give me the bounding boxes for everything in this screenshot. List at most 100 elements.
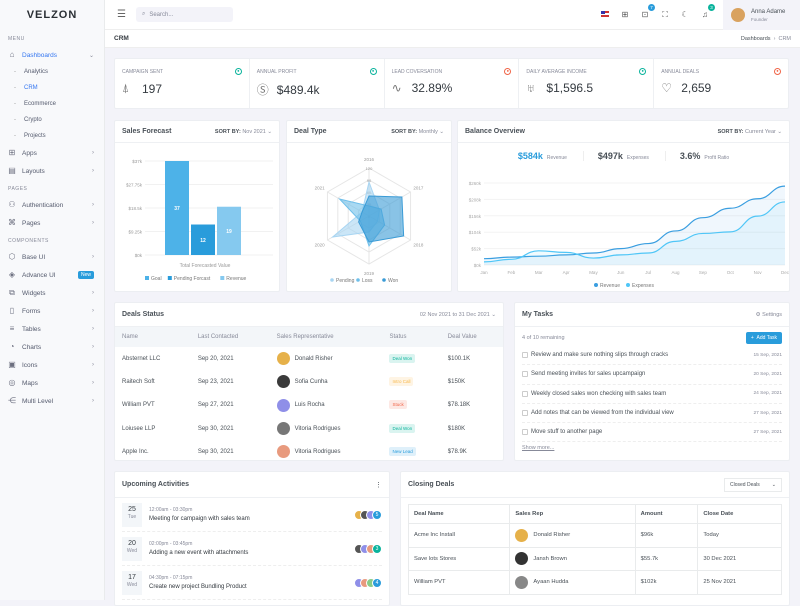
add-task-button[interactable]: + Add Task — [745, 332, 782, 344]
column-header[interactable]: Sales Rep — [509, 504, 636, 524]
task-checkbox[interactable] — [522, 352, 528, 359]
sidebar-item-layouts[interactable]: ▤ Layouts › — [0, 162, 104, 180]
sidebar-item-apps[interactable]: ⊞ Apps › — [0, 144, 104, 162]
more-vertical-icon[interactable]: ⋮ — [375, 481, 382, 489]
balance-overview-chart: $0k $52k $104k $156k $208k $260k Jan Feb Mar Apr M… — [469, 181, 790, 289]
column-header[interactable]: Status — [382, 327, 441, 347]
table-row[interactable]: William PVT Sep 27, 2021 Luis Rocha Stuck $7… — [115, 394, 503, 417]
sidebar-subitem-ecommerce[interactable]: Ecommerce — [0, 96, 104, 112]
more-count-badge[interactable]: 4 — [372, 577, 382, 588]
sidebar-item-advance-ui[interactable]: ◈ Advance UI New — [0, 266, 104, 284]
us-flag-icon[interactable] — [600, 10, 610, 19]
activity-item[interactable]: 20 Wed 02:00pm - 03:45pm Adding a new event… — [122, 532, 382, 566]
user-menu[interactable]: Anna Adame Founder — [723, 0, 800, 30]
cart-icon[interactable]: ⊡ 7 — [640, 4, 655, 19]
card-title: My Tasks — [522, 311, 553, 318]
table-row[interactable]: Loiusee LLP Sep 30, 2021 Vitoria Rodrigues… — [115, 417, 503, 440]
date-range-dropdown[interactable]: 02 Nov 2021 to 31 Dec 2021 ⌄ — [419, 311, 496, 318]
column-header[interactable]: Amount — [634, 504, 699, 524]
show-more-link[interactable]: Show more... — [522, 445, 555, 452]
task-item: Send meeting invites for sales upcampaig… — [522, 365, 782, 385]
sidebar-subitem-crypto[interactable]: Crypto — [0, 112, 104, 128]
sidebar-item-pages[interactable]: ⌘ Pages › — [0, 214, 104, 232]
sidebar-item-widgets[interactable]: ⧉ Widgets › — [0, 284, 104, 302]
sort-dropdown[interactable]: SORT BY: Nov 2021 ⌄ — [214, 128, 272, 135]
activity-item[interactable]: 17 Wed 04:30pm - 07:15pm Create new project… — [122, 566, 382, 600]
sidebar-subitem-projects[interactable]: Projects — [0, 128, 104, 144]
closing-deals-filter[interactable]: Closed Deals ⌄ — [724, 477, 782, 492]
table-row[interactable]: William PVT Ayaan Hudda $102k 25 Nov 2021 — [407, 570, 782, 595]
sort-dropdown[interactable]: SORT BY: Monthly ⌄ — [391, 128, 444, 135]
sort-dropdown[interactable]: SORT BY: Current Year ⌄ — [717, 128, 782, 135]
table-row[interactable]: Acme Inc Install Donald Risher $96k Today — [407, 523, 782, 548]
deal-name: Apple Inc. — [122, 448, 149, 455]
stat-value: 3.6% — [679, 151, 701, 161]
breadcrumb-link[interactable]: Dashboards — [740, 35, 771, 42]
task-checkbox[interactable] — [522, 410, 528, 417]
sidebar-item-dashboards[interactable]: ⌂ Dashboards ⌄ — [0, 46, 104, 64]
sidebar-subitem-crm[interactable]: CRM — [0, 80, 104, 96]
table-row[interactable]: Raitech Soft Sep 23, 2021 Sofia Cunha Intro… — [115, 370, 503, 393]
x-tick-label: May — [589, 270, 598, 275]
activity-date: 17 Wed — [122, 570, 142, 595]
activity-item[interactable]: 25 Tue 12:00am - 03:30pm Meeting for campai… — [122, 498, 382, 532]
sidebar-item-charts[interactable]: ◔ Charts › — [0, 338, 104, 356]
hamburger-menu-icon[interactable]: ☰ — [117, 9, 126, 20]
bell-icon[interactable]: ♫ 3 — [700, 4, 715, 19]
user-avatar — [731, 8, 745, 22]
search-input[interactable]: ⌕ Search... — [135, 7, 233, 22]
activity-date: 25 Tue — [122, 502, 142, 527]
copy-icon: ⧉ — [9, 288, 15, 297]
logo[interactable]: VELZON — [26, 9, 78, 21]
task-text: Send meeting invites for sales upcampaig… — [531, 371, 646, 378]
page-title: CRM — [114, 35, 129, 42]
sidebar-item-authentication[interactable]: ⚇ Authentication › — [0, 196, 104, 214]
card-title: Sales Forecast — [122, 128, 172, 135]
activity-time: 12:00am - 03:30pm — [149, 507, 193, 513]
settings-button[interactable]: ⚙ Settings — [756, 312, 782, 318]
archive-icon: ▣ — [8, 360, 16, 369]
apps-grid-icon[interactable]: ⊞ — [621, 10, 629, 19]
deal-name: William PVT — [407, 570, 511, 595]
sidebar-item-label: Icons — [22, 361, 38, 369]
task-checkbox[interactable] — [522, 390, 528, 397]
column-header[interactable]: Sales Representative — [269, 327, 383, 347]
column-header[interactable]: Name — [115, 327, 191, 347]
legend-label: Revenue — [226, 276, 246, 282]
my-tasks-card: My Tasks ⚙ Settings 4 of 10 remaining + A… — [514, 302, 790, 461]
sidebar-subitem-analytics[interactable]: Analytics — [0, 64, 104, 80]
sidebar-item-icons[interactable]: ▣ Icons › — [0, 356, 104, 374]
close-date: Today — [697, 523, 782, 548]
table-row[interactable]: Apple Inc. Sep 30, 2021 Vitoria Rodrigues N… — [115, 440, 503, 463]
column-header[interactable]: Deal Name — [407, 504, 511, 524]
line-expenses — [483, 201, 786, 263]
kpi-label: Campaign Sent — [122, 69, 164, 75]
more-count-badge[interactable]: 3 — [372, 543, 382, 554]
activity-day: 17 — [128, 573, 136, 581]
card-title: Deal Type — [294, 128, 327, 135]
add-task-label: Add Task — [756, 335, 777, 341]
closing-deals-card: Closing Deals Closed Deals ⌄ Deal Name Sale… — [400, 471, 790, 606]
database-icon: ≡ — [9, 324, 15, 333]
table-row[interactable]: Save lots Stores Jansh Brown $55.7k 30 Dec … — [407, 546, 782, 571]
column-header[interactable]: Close Date — [697, 504, 782, 524]
pulse-icon: ∿ — [391, 81, 402, 95]
axis-label: 2020 — [315, 243, 326, 248]
column-header[interactable]: Deal Value — [440, 327, 503, 347]
sidebar-item-multi-level[interactable]: ⋲ Multi Level › — [0, 392, 104, 410]
sidebar-item-base-ui[interactable]: ⬡ Base UI › — [0, 248, 104, 266]
user-name: Anna Adame — [751, 8, 786, 15]
deal-value: $150K — [447, 378, 466, 385]
fullscreen-icon[interactable]: ⛶ — [662, 9, 668, 19]
deal-name: Loiusee LLP — [122, 425, 156, 432]
table-row[interactable]: Absternet LLC Sep 20, 2021 Donald Risher De… — [115, 347, 503, 370]
dark-mode-moon-icon[interactable]: ☾ — [681, 10, 689, 19]
task-checkbox[interactable] — [522, 429, 528, 436]
sidebar-item-forms[interactable]: ▯ Forms › — [0, 302, 104, 320]
column-header[interactable]: Last Contacted — [190, 327, 270, 347]
sidebar-item-tables[interactable]: ≡ Tables › — [0, 320, 104, 338]
task-checkbox[interactable] — [522, 371, 528, 378]
more-count-badge[interactable]: 5 — [372, 509, 382, 520]
legend-label: Pending Forcast — [174, 276, 211, 282]
sidebar-item-maps[interactable]: ◎ Maps › — [0, 374, 104, 392]
